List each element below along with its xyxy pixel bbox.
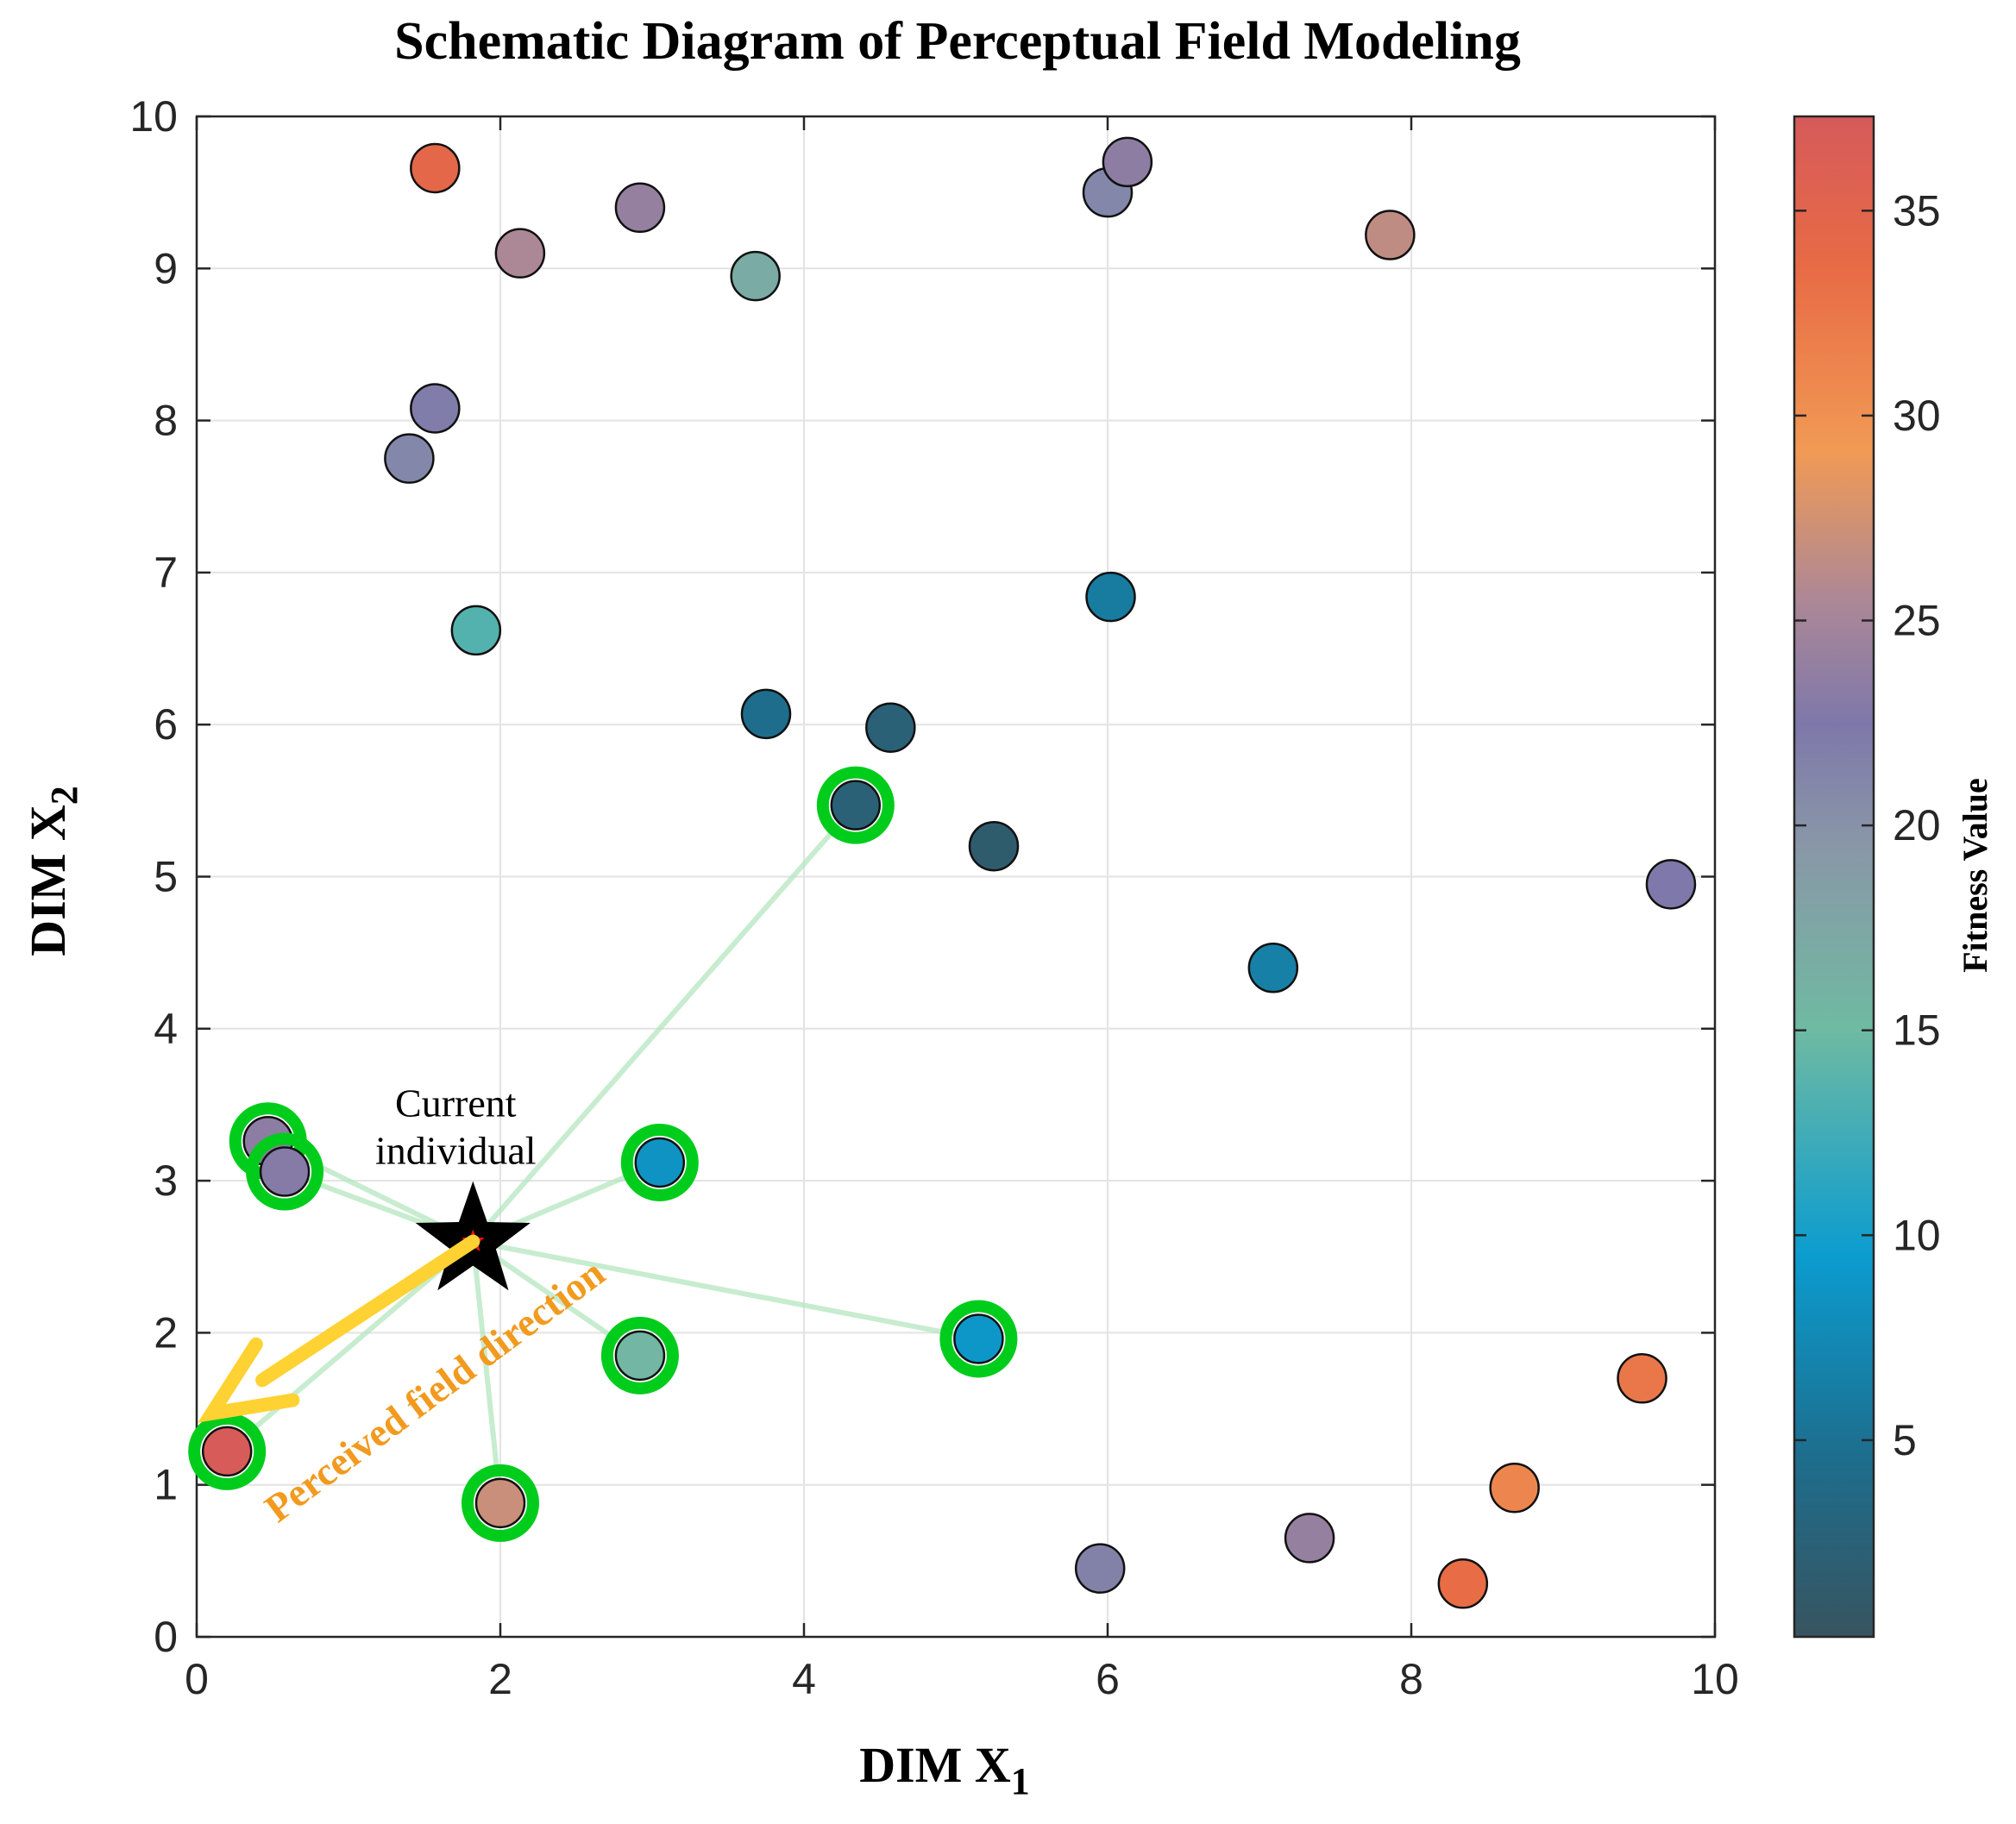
neighbor-ring-23 (246, 1132, 324, 1211)
neighbor-ring-28 (462, 1464, 539, 1542)
data-point-3 (730, 250, 781, 302)
data-point-5 (1102, 136, 1153, 188)
neighbor-ring-25 (939, 1300, 1018, 1378)
data-point-8 (384, 433, 435, 484)
link-line-21 (471, 803, 858, 1244)
data-point-11 (740, 688, 792, 740)
data-point-15 (1247, 943, 1299, 993)
x-tick-label-0: 0 (185, 1655, 209, 1703)
data-point-18 (1284, 1513, 1335, 1564)
y-tick-label-6: 6 (154, 700, 178, 749)
data-point-13 (968, 820, 1020, 872)
neighbor-ring-21 (816, 766, 895, 844)
data-point-14 (1645, 859, 1697, 910)
y-tick-label-5: 5 (154, 853, 178, 901)
y-axis-label-sub: 2 (43, 786, 85, 805)
data-point-12 (865, 702, 916, 753)
data-point-6 (1365, 210, 1416, 260)
x-tick-label-1: 2 (488, 1655, 512, 1703)
data-point-20 (1437, 1558, 1489, 1609)
x-tick-label-4: 8 (1399, 1655, 1423, 1703)
y-tick-label-10: 10 (129, 92, 178, 141)
colorbar-tick-label-0: 5 (1893, 1416, 1917, 1464)
data-point-23 (259, 1146, 311, 1197)
neighbor-ring-24 (620, 1123, 699, 1201)
colorbar-tick-label-4: 25 (1893, 596, 1941, 644)
data-point-19 (1074, 1543, 1126, 1594)
data-point-28 (474, 1477, 526, 1529)
y-tick-label-1: 1 (154, 1461, 178, 1509)
x-tick-label-5: 10 (1691, 1655, 1739, 1703)
colorbar: 5 10 15 20 25 30 35 (1793, 115, 1941, 1639)
x-axis-label-sub: 1 (1011, 1760, 1030, 1802)
data-point-17 (1489, 1462, 1540, 1514)
colorbar-gradient (1793, 115, 1875, 1639)
y-tick-label-2: 2 (154, 1308, 178, 1357)
y-tick-label-8: 8 (154, 397, 178, 445)
data-point-0 (410, 142, 461, 194)
data-point-10 (1085, 571, 1136, 623)
y-tick-label-0: 0 (154, 1613, 178, 1661)
chart-title: Schematic Diagram of Perceptual Field Mo… (394, 12, 1521, 71)
y-tick-label-9: 9 (154, 244, 178, 292)
colorbar-tick-label-6: 35 (1893, 186, 1941, 235)
axis-labels: DIM X1 DIM X2 Fitness Value (20, 778, 1994, 1802)
x-axis-label-main: DIM X (859, 1737, 1011, 1793)
x-tick-label-3: 6 (1096, 1655, 1120, 1703)
y-tick-label-7: 7 (154, 548, 178, 597)
data-point-27 (201, 1426, 253, 1477)
data-point-26 (614, 1330, 666, 1382)
neighbor-ring-26 (600, 1316, 679, 1395)
perceptual-links (225, 803, 979, 1504)
colorbar-tick-label-1: 10 (1893, 1211, 1941, 1259)
data-point-25 (953, 1313, 1004, 1364)
data-point-16 (1617, 1353, 1667, 1404)
current-individual-label-line1: Current (395, 1081, 517, 1125)
direction-arrow-shaft (255, 1234, 480, 1388)
y-axis-label-main: DIM X (20, 805, 76, 956)
y-axis-label: DIM X2 (20, 786, 85, 956)
neighbor-ring-27 (188, 1412, 267, 1490)
colorbar-tick-label-5: 30 (1893, 392, 1941, 440)
data-point-1 (494, 228, 546, 279)
data-point-24 (634, 1137, 686, 1188)
y-tick-label-3: 3 (154, 1156, 178, 1205)
colorbar-label: Fitness Value (1956, 778, 1994, 973)
colorbar-tick-label-3: 20 (1893, 801, 1941, 849)
y-tick-label-4: 4 (154, 1005, 178, 1053)
link-line-25 (472, 1238, 979, 1342)
link-line-28 (470, 1241, 503, 1504)
data-points (188, 136, 1697, 1609)
data-point-2 (614, 182, 666, 234)
data-point-7 (410, 383, 461, 434)
current-individual-label-line2: individual (375, 1129, 537, 1173)
data-point-9 (450, 605, 502, 656)
data-point-21 (830, 780, 882, 831)
direction-label: Perceived field direction (257, 1250, 613, 1531)
colorbar-tick-label-2: 15 (1893, 1006, 1941, 1055)
direction-arrow-head (198, 1337, 300, 1423)
axes: 0 2 4 6 8 10 0 1 2 3 4 5 6 7 8 9 10 (129, 92, 1738, 1703)
x-tick-label-2: 4 (792, 1655, 816, 1703)
x-axis-label: DIM X1 (859, 1737, 1030, 1802)
